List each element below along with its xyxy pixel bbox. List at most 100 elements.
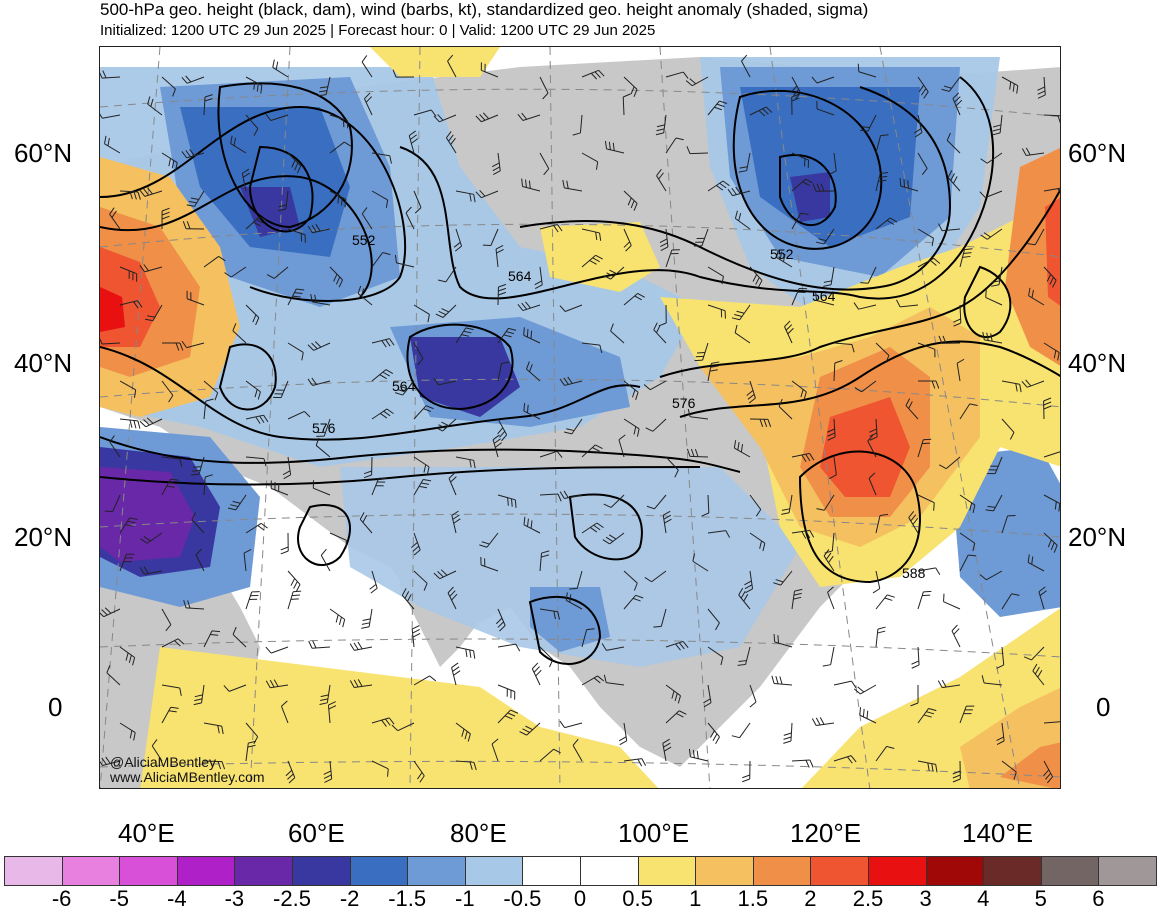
wind-barb-shaft (497, 328, 509, 344)
wind-barb-feather (282, 470, 291, 476)
wind-barb-feather (1027, 243, 1036, 246)
colorbar-swatch (752, 856, 812, 886)
wind-barb-feather (290, 598, 299, 600)
wind-barb-feather (507, 497, 509, 506)
wind-barb-feather (214, 392, 219, 401)
wind-barb-shaft (203, 477, 206, 496)
wind-barb-shaft (287, 410, 305, 420)
wind-barb-feather (423, 408, 432, 413)
wind-barb-feather (866, 710, 869, 719)
wind-barb-feather (508, 327, 517, 331)
wind-barb-shaft (776, 257, 793, 268)
wind-barb-feather (1031, 556, 1034, 565)
wind-barb-shaft (746, 152, 751, 171)
wind-barb-shaft (623, 758, 642, 762)
anomaly-pos-west-4 (100, 287, 125, 332)
wind-barb-shaft (402, 380, 415, 396)
wind-barb-feather (405, 206, 412, 214)
wind-barb-feather (762, 108, 769, 115)
wind-barb-feather (230, 504, 239, 508)
wind-barb-feather (179, 687, 182, 696)
wind-barb-shaft (313, 342, 331, 351)
wind-barb-feather (1043, 397, 1052, 402)
wind-barb-feather (335, 614, 339, 623)
wind-barb-shaft (788, 494, 793, 513)
wind-barb-feather (324, 778, 332, 783)
wind-barb-feather (437, 279, 446, 283)
wind-barb-feather (195, 548, 202, 556)
wind-barb-shaft (662, 515, 667, 534)
wind-barb-shaft (486, 532, 499, 548)
wind-barb-feather (255, 416, 261, 424)
wind-barb-feather (526, 329, 529, 338)
wind-barb-shaft (146, 532, 163, 544)
wind-barb-feather (675, 137, 684, 141)
wind-barb-shaft (665, 710, 680, 724)
wind-barb-feather (106, 665, 111, 673)
wind-barb-feather (107, 137, 110, 146)
wind-barb-feather (682, 71, 689, 79)
wind-barb-feather (109, 207, 115, 215)
wind-barb-shaft (791, 380, 807, 393)
wind-barb-feather (859, 707, 862, 716)
wind-barb-feather (482, 112, 490, 120)
wind-barb-feather (828, 555, 834, 563)
wind-barb-feather (263, 458, 267, 467)
wind-barb-shaft (830, 646, 835, 665)
wind-barb-shaft (312, 646, 331, 649)
colorbar-tick-label: 5 (1034, 886, 1047, 911)
wind-barb-feather (987, 505, 996, 508)
wind-barb-shaft (707, 684, 712, 703)
height-contours (100, 76, 1060, 665)
wind-barb-shaft (581, 152, 598, 163)
wind-barb-shaft (579, 114, 583, 133)
wind-barb-shaft (363, 98, 373, 116)
wind-barb-shaft (959, 304, 962, 324)
wind-barb-shaft (581, 522, 598, 534)
wind-barb-shaft (774, 682, 793, 686)
wind-barb-feather (952, 92, 960, 99)
wind-barb-feather (224, 272, 232, 278)
wind-barb-feather (1037, 670, 1043, 678)
colorbar-swatch (4, 856, 63, 886)
wind-barb-shaft (707, 304, 726, 312)
wind-barb-feather (497, 621, 504, 628)
wind-barb-feather (606, 272, 614, 277)
lat-label-0-right: 0 (1096, 692, 1111, 722)
wind-barb-shaft (707, 530, 726, 534)
wind-barb-feather (505, 331, 514, 335)
wind-barb-feather (133, 301, 139, 309)
wind-barb-feather (382, 371, 391, 377)
wind-barb-feather (747, 393, 755, 400)
wind-barb-feather (364, 92, 371, 100)
wind-barb-feather (599, 345, 603, 354)
wind-barb-feather (425, 405, 434, 410)
wind-barb-shaft (959, 554, 969, 572)
wind-barb-feather (1043, 769, 1050, 777)
wind-barb-feather (819, 717, 825, 725)
wind-barb-shaft (875, 342, 890, 356)
wind-barb-feather (969, 502, 973, 511)
wind-barb-shaft (1001, 722, 1005, 741)
wind-barb-shaft (481, 114, 499, 123)
wind-barb-feather (174, 640, 181, 647)
wind-barb-shaft (329, 760, 333, 779)
wind-barb-feather (293, 590, 302, 593)
wind-barb-shaft (119, 418, 138, 422)
wind-barb-feather (266, 274, 275, 279)
wind-barb-feather (168, 710, 177, 713)
wind-barb-feather (935, 567, 941, 576)
wind-barb-feather (778, 398, 783, 407)
wind-barb-feather (388, 717, 395, 725)
wind-barb-shaft (230, 143, 247, 154)
wind-barb-shaft (273, 266, 289, 279)
wind-barb-feather (719, 182, 727, 189)
wind-barb-feather (454, 245, 462, 252)
wind-barb-shaft (951, 630, 961, 648)
wind-barb-feather (820, 183, 825, 192)
wind-barb-feather (921, 168, 928, 176)
wind-barb-feather (805, 530, 811, 539)
wind-barb-feather (880, 134, 889, 137)
wind-barb-shaft (371, 717, 390, 724)
wind-barb-feather (186, 204, 195, 207)
